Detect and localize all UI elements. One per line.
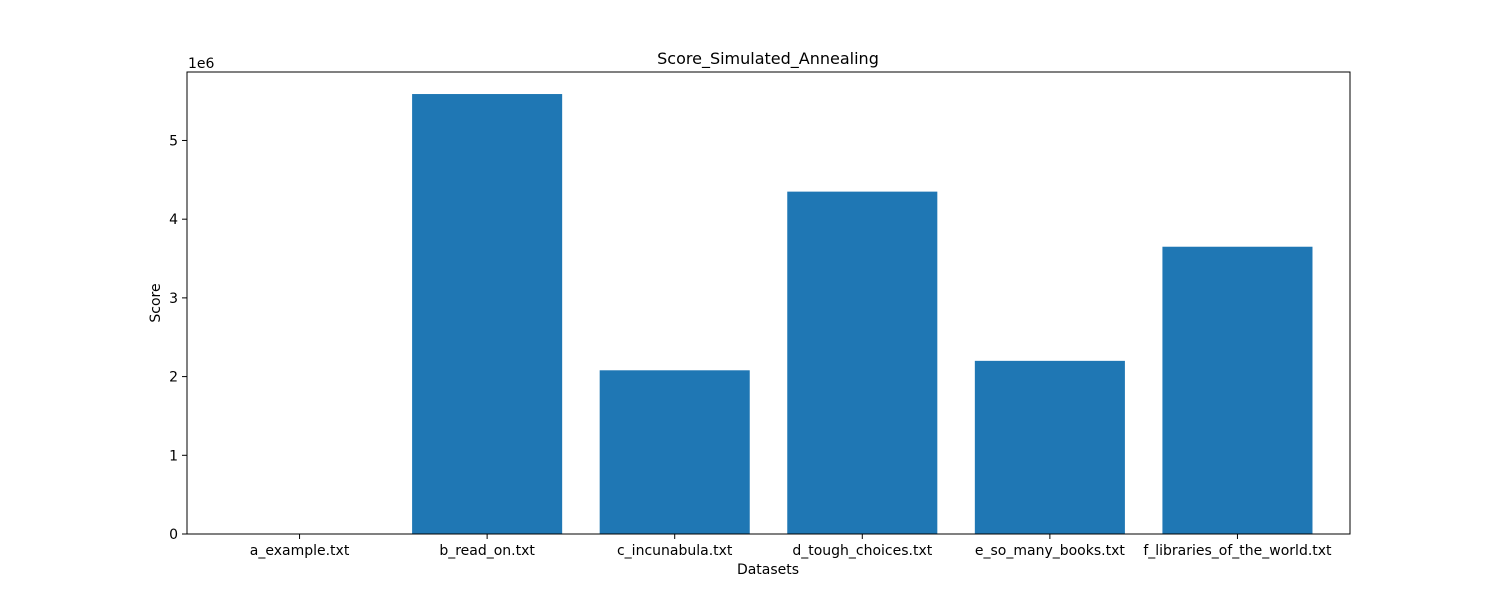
bar	[412, 94, 563, 534]
y-tick-label: 0	[169, 527, 178, 543]
y-tick-label: 5	[169, 133, 178, 149]
x-axis-label: Datasets	[737, 562, 799, 578]
x-axis-ticks: a_example.txt b_read_on.txt c_incunabula.t…	[250, 534, 1332, 559]
bar	[599, 370, 750, 534]
y-axis-label: Score	[148, 283, 164, 322]
x-tick-label: c_incunabula.txt	[617, 543, 733, 559]
x-tick-label: e_so_many_books.txt	[975, 543, 1125, 559]
bars-group	[224, 94, 1313, 535]
y-tick-label: 3	[169, 291, 178, 307]
y-tick-label: 1	[169, 448, 178, 464]
bar	[974, 360, 1125, 534]
x-tick-label: d_tough_choices.txt	[792, 543, 932, 559]
x-tick-label: f_libraries_of_the_world.txt	[1143, 543, 1332, 559]
y-offset-label: 1e6	[188, 56, 215, 72]
y-tick-label: 2	[169, 370, 178, 386]
x-tick-label: b_read_on.txt	[439, 543, 535, 559]
y-tick-label: 4	[169, 212, 178, 228]
chart-title: Score_Simulated_Annealing	[657, 49, 879, 69]
plot-frame	[186, 71, 1351, 535]
y-axis-ticks: 0 1 2 3 4 5	[169, 133, 187, 543]
bar	[787, 191, 938, 535]
bar	[1162, 246, 1313, 535]
x-tick-label: a_example.txt	[250, 543, 350, 559]
